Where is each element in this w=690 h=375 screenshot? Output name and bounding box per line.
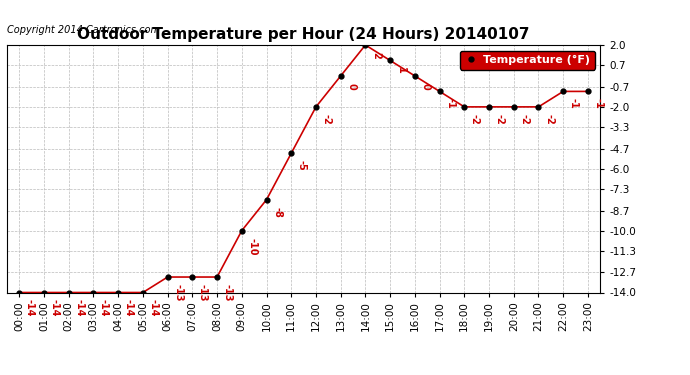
Text: -2: -2 [544, 114, 554, 125]
Text: -1: -1 [445, 98, 455, 109]
Text: -13: -13 [173, 284, 183, 302]
Text: -14: -14 [148, 300, 159, 317]
Text: -10: -10 [247, 238, 257, 255]
Title: Outdoor Temperature per Hour (24 Hours) 20140107: Outdoor Temperature per Hour (24 Hours) … [77, 27, 530, 42]
Text: -14: -14 [50, 300, 59, 317]
Text: -2: -2 [322, 114, 331, 125]
Text: 2: 2 [371, 52, 381, 59]
Text: -2: -2 [495, 114, 504, 125]
Text: -2: -2 [470, 114, 480, 125]
Text: -14: -14 [124, 300, 134, 317]
Text: -14: -14 [99, 300, 109, 317]
Text: -13: -13 [223, 284, 233, 302]
Text: -14: -14 [25, 300, 34, 317]
Text: Copyright 2014 Cartronics.com: Copyright 2014 Cartronics.com [7, 25, 160, 35]
Text: 0: 0 [420, 83, 431, 90]
Text: 0: 0 [346, 83, 356, 90]
Text: 1: 1 [395, 68, 406, 74]
Text: -1: -1 [569, 98, 579, 109]
Text: -8: -8 [272, 207, 282, 218]
Text: -1: -1 [593, 98, 604, 109]
Legend: Temperature (°F): Temperature (°F) [460, 51, 595, 69]
Text: -2: -2 [520, 114, 529, 125]
Text: -13: -13 [198, 284, 208, 302]
Text: -14: -14 [75, 300, 84, 317]
Text: -5: -5 [297, 160, 307, 171]
